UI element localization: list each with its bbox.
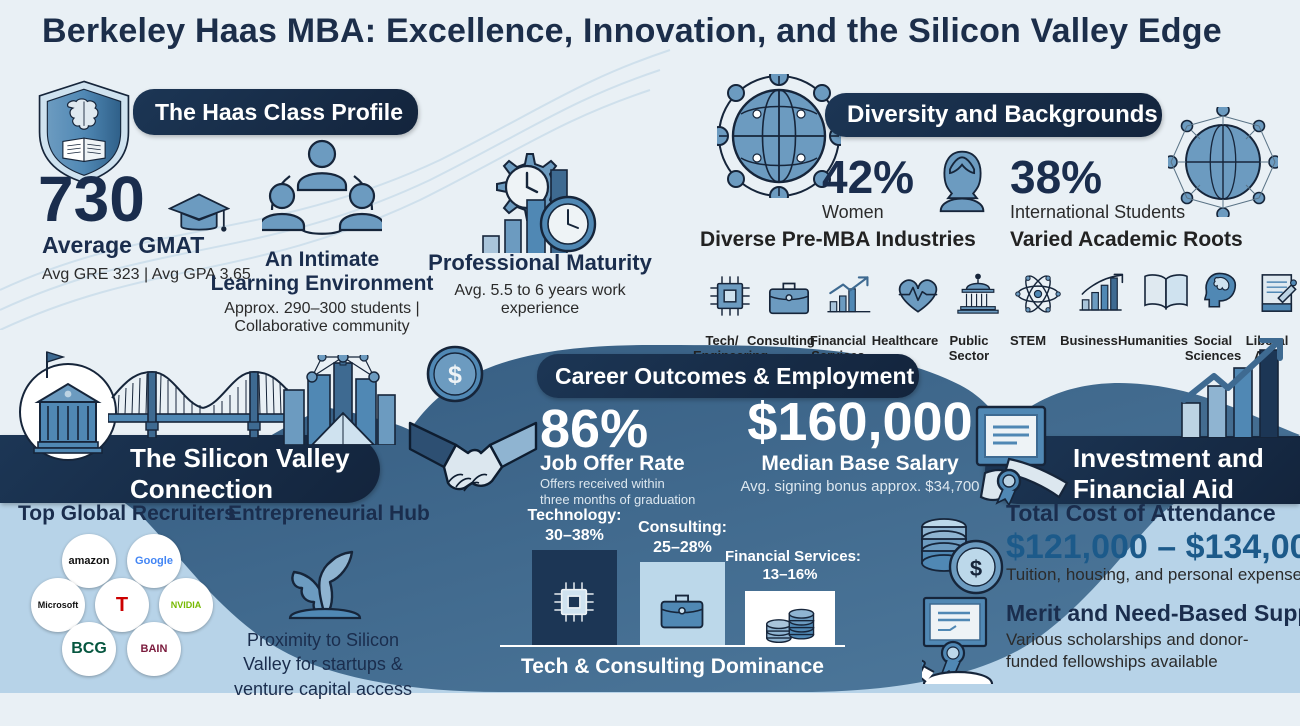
- svg-text:$: $: [448, 361, 462, 389]
- svg-text:$: $: [970, 556, 982, 581]
